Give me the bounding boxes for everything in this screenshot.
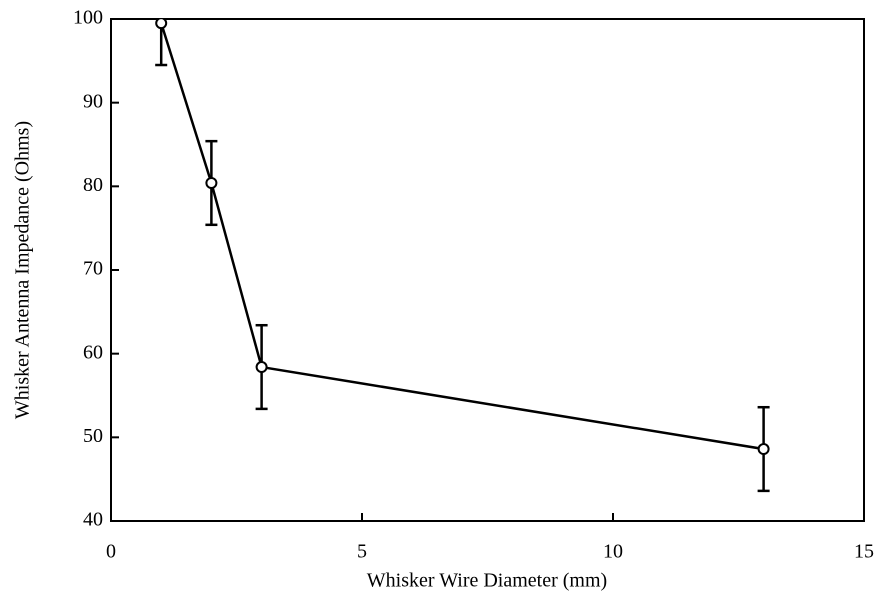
x-tick-label: 0 <box>106 541 116 563</box>
y-axis-label: Whisker Antenna Impedance (Ohms) <box>12 121 34 419</box>
y-tick-label: 40 <box>83 509 103 531</box>
y-tick-label: 90 <box>83 90 103 112</box>
data-point <box>155 19 168 30</box>
data-point <box>757 443 770 456</box>
y-tick-label: 50 <box>83 425 103 447</box>
x-axis-label: Whisker Wire Diameter (mm) <box>367 570 607 592</box>
y-tick-label: 60 <box>83 341 103 363</box>
plot-frame <box>110 18 865 522</box>
y-tick-label: 80 <box>83 174 103 196</box>
y-tick-label: 100 <box>73 7 103 29</box>
x-tick-label: 15 <box>854 541 874 563</box>
plot-area <box>155 19 770 493</box>
data-line <box>160 22 764 451</box>
data-point <box>205 176 218 189</box>
y-tick-label: 70 <box>83 258 103 280</box>
data-point <box>255 361 268 374</box>
x-tick-label: 10 <box>603 541 623 563</box>
x-tick-label: 5 <box>357 541 367 563</box>
